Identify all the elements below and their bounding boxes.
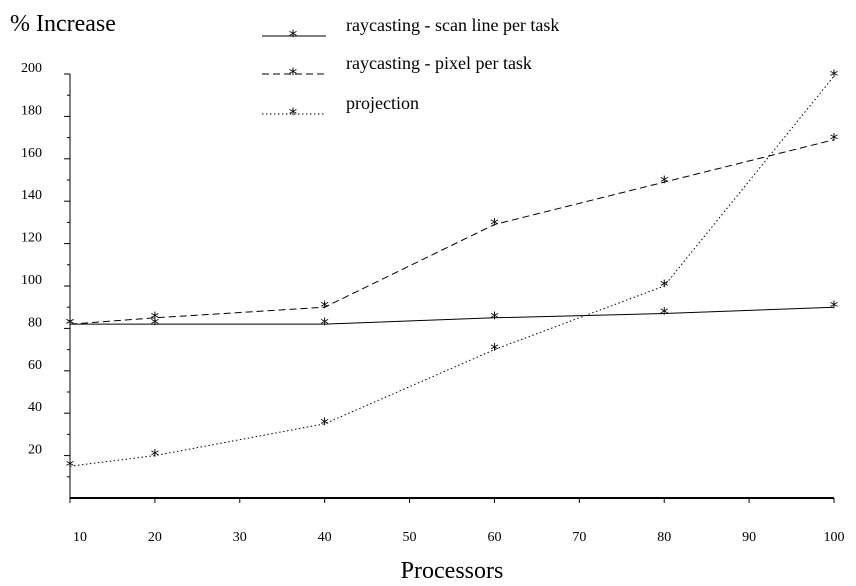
x-tick-label: 40 (318, 530, 332, 545)
data-point-marker: * (66, 315, 75, 335)
x-tick-label: 30 (233, 530, 247, 545)
series-line (69, 75, 835, 467)
x-tick-label: 50 (403, 530, 417, 545)
data-point-marker: * (320, 415, 329, 435)
axes: 10 20 30 40 50 60 70 80 90 100 20 40 60 80 100 120 140 16… (21, 61, 845, 545)
data-point-marker: * (151, 315, 160, 335)
y-tick-label: 20 (28, 443, 42, 458)
data-point-marker: * (320, 298, 329, 318)
x-tick-label: 10 (73, 530, 87, 545)
x-tick-label: 100 (824, 530, 845, 545)
data-point-marker: * (660, 173, 669, 193)
x-tick-label: 80 (657, 530, 671, 545)
x-tick-label: 70 (572, 530, 586, 545)
data-point-marker: * (830, 298, 839, 318)
series-dotted: ****** (66, 67, 839, 477)
data-point-marker: * (66, 315, 75, 335)
data-point-marker: * (660, 277, 669, 297)
y-tick-label: 80 (28, 315, 42, 330)
data-point-marker: * (490, 341, 499, 361)
data-point-marker: * (151, 447, 160, 467)
y-tick-label: 40 (28, 400, 42, 415)
y-tick-label: 200 (21, 61, 42, 76)
x-axis-title: Processors (401, 558, 504, 584)
legend-entry: * projection (262, 93, 419, 125)
legend-marker: * (289, 27, 298, 47)
y-tick-label: 160 (21, 146, 42, 161)
legend-label: raycasting - scan line per task (346, 15, 559, 35)
data-point-marker: * (660, 305, 669, 325)
x-tick-label: 20 (148, 530, 162, 545)
series-layer: * * * * * ** *********** (66, 67, 839, 477)
y-tick-label: 120 (21, 231, 42, 246)
y-axis-title: % Increase (10, 11, 116, 37)
legend-label: raycasting - pixel per task (346, 53, 532, 73)
data-point-marker: * (490, 216, 499, 236)
series-line (69, 139, 835, 325)
series-dashed: * ***** (66, 131, 839, 335)
legend-marker: * (289, 65, 298, 85)
y-tick-label: 100 (21, 273, 42, 288)
x-tick-label: 60 (487, 530, 501, 545)
data-point-marker: * (320, 315, 329, 335)
data-point-marker: * (66, 457, 75, 477)
data-point-marker: * (490, 309, 499, 329)
legend-marker: * (289, 105, 298, 125)
series-solid: * * * * * * (66, 298, 839, 335)
y-tick-label: 60 (28, 358, 42, 373)
legend-entry: * raycasting - pixel per task (262, 53, 532, 85)
data-point-marker: * (151, 309, 160, 329)
x-tick-label: 90 (742, 530, 756, 545)
legend-entry: * raycasting - scan line per task (262, 15, 559, 47)
y-tick-label: 180 (21, 103, 42, 118)
data-point-marker: * (830, 131, 839, 151)
y-tick-label: 140 (21, 188, 42, 203)
legend: * raycasting - scan line per task * raycast… (262, 15, 559, 125)
data-point-marker: * (830, 67, 839, 87)
legend-label: projection (346, 93, 419, 113)
series-line (70, 306, 835, 325)
